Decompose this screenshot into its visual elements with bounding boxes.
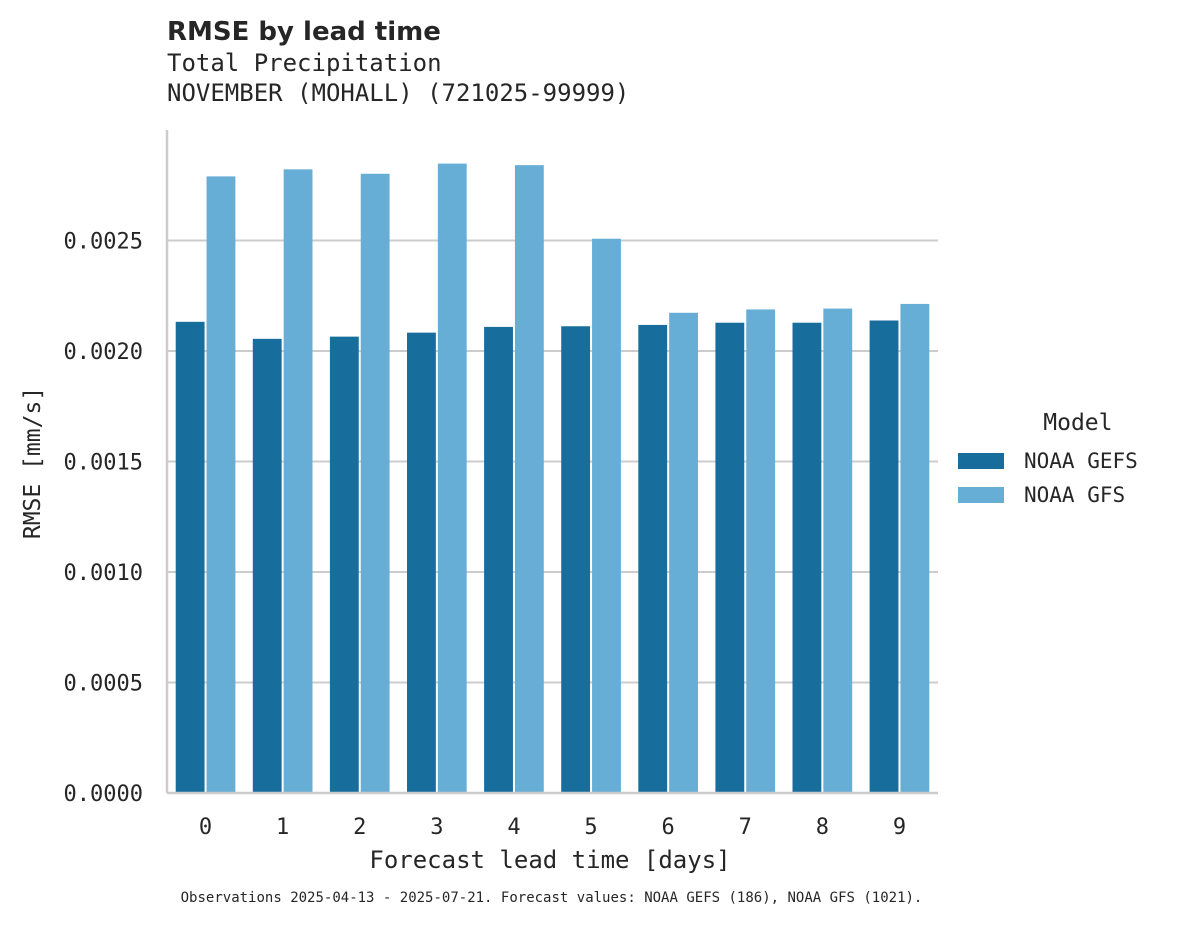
x-tick-label: 4 (507, 815, 520, 840)
bar-gfs-6 (669, 312, 698, 793)
bar-gfs-3 (437, 163, 467, 794)
chart-subtitle-line-1: Total Precipitation (167, 49, 442, 77)
bar-gfs-2 (360, 173, 390, 793)
bar-gfs-1 (283, 169, 313, 793)
bar-gefs-0 (175, 321, 205, 793)
bar-gfs-5 (592, 238, 621, 793)
x-tick-label: 9 (893, 815, 906, 840)
bar-gefs-2 (329, 336, 359, 793)
y-tick-label: 0.0025 (64, 230, 143, 255)
legend-label-gfs: NOAA GFS (1024, 483, 1126, 507)
legend: Model NOAA GEFS NOAA GFS (958, 410, 1138, 512)
x-tick-label: 8 (816, 815, 829, 840)
bar-gfs-4 (514, 165, 544, 793)
bar-gefs-7 (715, 322, 745, 793)
legend-swatch-gefs (958, 453, 1004, 469)
bar-gfs-8 (823, 308, 853, 793)
x-tick-label: 6 (662, 815, 675, 840)
y-tick-label: 0.0000 (64, 782, 143, 807)
bar-gefs-6 (638, 324, 668, 793)
title-block: RMSE by lead time Total Precipitation NO… (167, 16, 629, 108)
x-tick-label: 2 (353, 815, 366, 840)
bar-gefs-5 (561, 326, 591, 793)
x-tick-label: 3 (430, 815, 443, 840)
bar-layer (175, 163, 930, 794)
tick-layer: 0.0000 0.0005 0.0010 0.0015 0.0020 0.0025 0 1 2 3… (64, 230, 907, 841)
bar-gfs-0 (206, 176, 236, 793)
y-axis-label: RMSE [mm/s] (20, 387, 46, 539)
chart-title: RMSE by lead time (167, 17, 441, 47)
legend-swatch-gfs (958, 487, 1004, 503)
x-tick-label: 0 (199, 815, 212, 840)
legend-item-gefs: NOAA GEFS (958, 444, 1138, 478)
bar-gfs-7 (746, 309, 776, 793)
y-tick-label: 0.0015 (64, 451, 143, 476)
footer-note: Observations 2025-04-13 - 2025-07-21. Fo… (180, 890, 923, 906)
grid-layer (167, 239, 938, 684)
y-tick-label: 0.0010 (64, 561, 143, 586)
bar-gefs-4 (484, 326, 513, 793)
x-tick-label: 1 (276, 815, 289, 840)
bar-gefs-8 (792, 322, 822, 793)
bar-gefs-1 (252, 338, 282, 793)
x-tick-label: 7 (739, 815, 752, 840)
y-tick-label: 0.0020 (64, 340, 143, 365)
bar-gefs-3 (407, 332, 436, 793)
y-tick-label: 0.0005 (64, 672, 143, 697)
legend-label-gefs: NOAA GEFS (1024, 449, 1138, 473)
legend-title: Model (1043, 410, 1113, 436)
x-tick-label: 5 (584, 815, 597, 840)
axis-layer (165, 130, 938, 795)
legend-item-gfs: NOAA GFS (958, 478, 1138, 512)
bar-gfs-9 (900, 303, 930, 793)
bar-gefs-9 (869, 320, 899, 793)
chart-subtitle-line-2: NOVEMBER (MOHALL) (721025-99999) (167, 79, 630, 107)
x-axis-label: Forecast lead time [days] (369, 846, 730, 874)
